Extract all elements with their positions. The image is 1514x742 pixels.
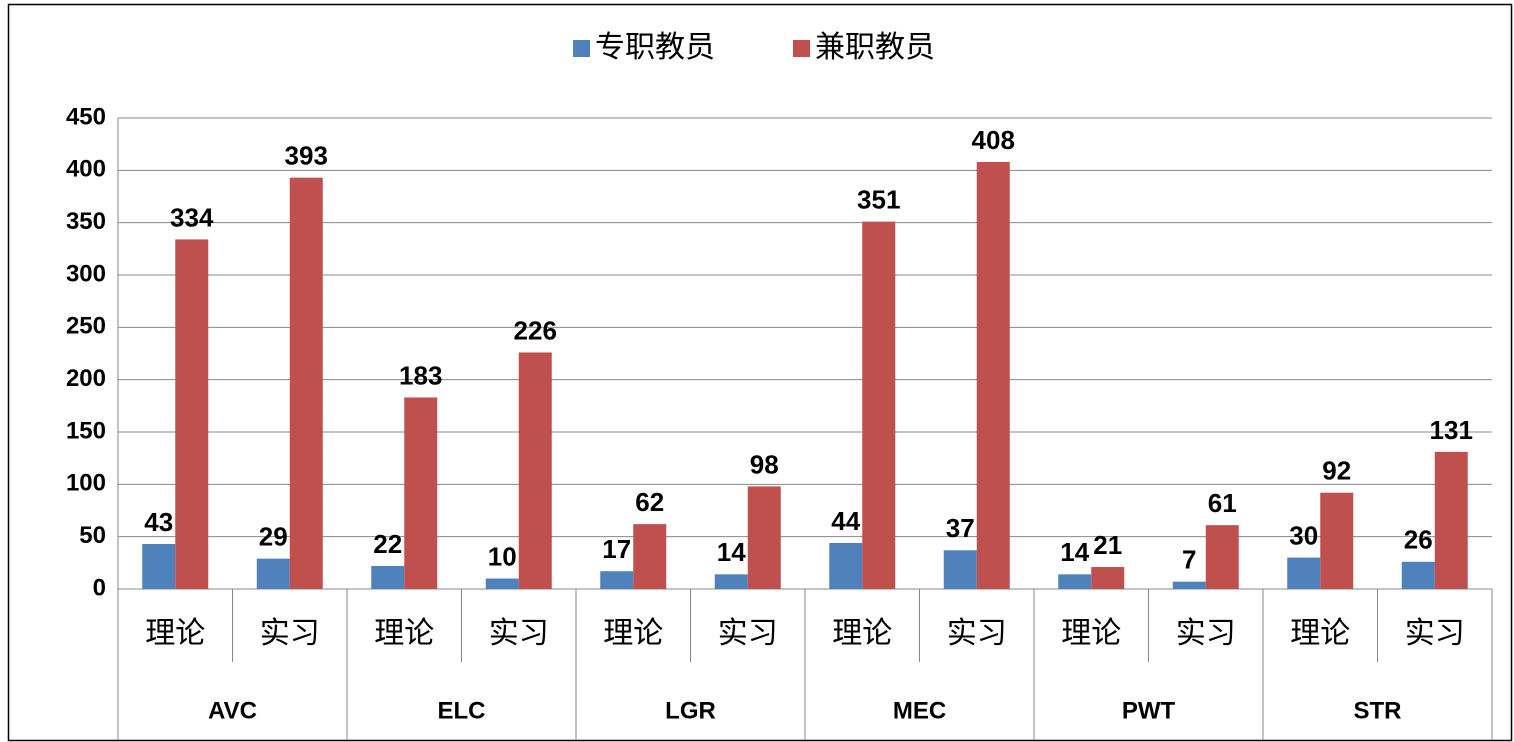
y-tick-label: 200	[66, 365, 106, 392]
x-tick-label: 理论	[1061, 617, 1121, 650]
bar	[829, 542, 863, 589]
y-tick-label: 300	[66, 260, 106, 287]
bar	[256, 558, 290, 589]
x-tick-label: 实习	[1405, 617, 1465, 650]
data-label: 30	[1289, 520, 1318, 550]
data-label: 26	[1404, 525, 1433, 555]
legend-label: 兼职教员	[815, 31, 935, 64]
bar	[747, 486, 781, 589]
data-label: 37	[946, 513, 975, 543]
bar	[142, 543, 176, 589]
data-label: 29	[259, 522, 288, 552]
bar	[1401, 561, 1435, 589]
bar	[1058, 574, 1092, 589]
chart-frame	[7, 3, 1513, 742]
group-label: ELC	[438, 697, 486, 724]
x-tick-label: 理论	[374, 617, 434, 650]
bar	[1205, 525, 1239, 589]
x-tick-label: 理论	[603, 617, 663, 650]
bar	[485, 578, 519, 589]
x-tick-label: 实习	[489, 617, 549, 650]
data-label: 22	[373, 529, 402, 559]
group-label: AVC	[208, 697, 257, 724]
bar	[1091, 567, 1125, 589]
data-label: 10	[488, 541, 517, 571]
legend-swatch	[573, 40, 590, 57]
bar	[1172, 581, 1206, 589]
data-label: 393	[285, 141, 328, 171]
data-label: 21	[1093, 530, 1122, 560]
data-label: 92	[1322, 456, 1351, 486]
data-label: 334	[170, 202, 214, 232]
x-tick-label: 实习	[947, 617, 1007, 650]
group-label: PWT	[1122, 697, 1176, 724]
data-label: 183	[399, 360, 442, 390]
data-label: 98	[750, 449, 779, 479]
legend-label: 专职教员	[595, 31, 715, 64]
data-label: 61	[1208, 488, 1237, 518]
bar	[1434, 451, 1468, 589]
group-label: MEC	[893, 697, 946, 724]
bar	[943, 550, 977, 589]
data-label: 131	[1430, 415, 1473, 445]
x-tick-label: 理论	[832, 617, 892, 650]
data-label: 226	[514, 315, 557, 345]
y-tick-label: 50	[79, 522, 106, 549]
bar	[175, 239, 209, 589]
bar	[1287, 557, 1321, 589]
data-label: 14	[1060, 537, 1089, 567]
x-tick-label: 理论	[1290, 617, 1350, 650]
bar	[289, 177, 323, 589]
bar	[1320, 492, 1354, 589]
x-tick-label: 实习	[718, 617, 778, 650]
bar	[518, 352, 552, 589]
data-label: 14	[717, 537, 746, 567]
legend-swatch	[793, 40, 810, 57]
y-tick-label: 400	[66, 156, 106, 183]
y-tick-label: 100	[66, 470, 106, 497]
y-tick-label: 450	[66, 103, 106, 130]
data-label: 62	[635, 487, 664, 517]
y-tick-label: 350	[66, 208, 106, 235]
x-tick-label: 实习	[260, 617, 320, 650]
data-label: 408	[972, 125, 1015, 155]
y-tick-label: 0	[93, 574, 106, 601]
y-tick-label: 250	[66, 313, 106, 340]
bar	[600, 571, 634, 589]
group-label: LGR	[665, 697, 716, 724]
bar	[714, 574, 748, 589]
data-label: 43	[144, 507, 173, 537]
x-tick-label: 理论	[145, 617, 205, 650]
bar	[862, 221, 896, 589]
data-label: 7	[1182, 545, 1196, 575]
bar	[633, 524, 667, 589]
group-label: STR	[1354, 697, 1402, 724]
y-tick-label: 150	[66, 417, 106, 444]
bar	[976, 161, 1010, 589]
x-tick-label: 实习	[1176, 617, 1236, 650]
data-label: 17	[602, 534, 631, 564]
bar	[404, 397, 438, 589]
data-label: 351	[857, 184, 900, 214]
bar	[371, 565, 405, 589]
data-label: 44	[831, 506, 860, 536]
